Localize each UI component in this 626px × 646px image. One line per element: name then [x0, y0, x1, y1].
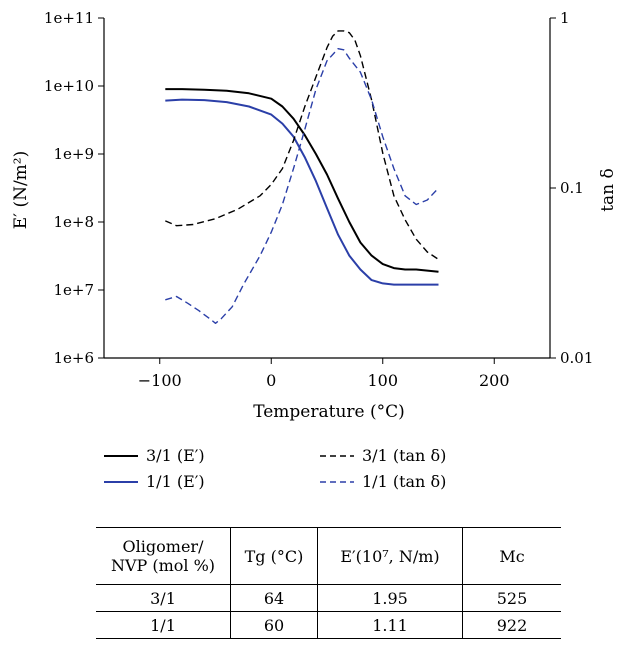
- header-tg: Tg (°C): [230, 527, 318, 585]
- right-tick-label: 0.1: [560, 179, 584, 197]
- x-tick-label: 100: [367, 371, 398, 390]
- header-mc: Mc: [462, 527, 561, 585]
- header-line: Oligomer/: [122, 537, 204, 556]
- legend-label: 1/1 (tan δ): [362, 472, 447, 491]
- cell-tg: 64: [230, 584, 318, 612]
- series-line-4: [165, 48, 440, 324]
- table-row: 3/1 64 1.95 525: [96, 584, 561, 612]
- header-oligomer-nvp: Oligomer/ NVP (mol %): [96, 527, 231, 585]
- left-tick-label: 1e+8: [53, 213, 94, 231]
- x-tick-label: −100: [138, 371, 182, 390]
- left-axis-label: E′ (N/m²): [11, 151, 31, 229]
- legend-item-3-1-tan: 3/1 (tan δ): [320, 446, 446, 465]
- right-axis-ticks: 0.01 0.1 1: [550, 9, 593, 367]
- left-tick-label: 1e+7: [53, 281, 94, 299]
- properties-table: Oligomer/ NVP (mol %) Tg (°C) E′(10⁷, N/…: [96, 527, 561, 639]
- series-line-2: [165, 98, 439, 286]
- cell-e-prime: 1.95: [317, 584, 463, 612]
- cell-e-prime: 1.11: [317, 611, 463, 639]
- series-layer: [165, 30, 440, 324]
- x-tick-label: 200: [479, 371, 510, 390]
- right-axis-label: tan δ: [598, 168, 618, 212]
- legend-label: 3/1 (tan δ): [362, 446, 447, 465]
- right-tick-label: 1: [560, 9, 570, 27]
- legend-swatch: [104, 480, 138, 483]
- left-tick-label: 1e+9: [53, 145, 94, 163]
- header-line: NVP (mol %): [110, 556, 216, 575]
- cell-ratio: 3/1: [96, 584, 231, 612]
- series-line-1: [165, 88, 439, 273]
- cell-tg: 60: [230, 611, 318, 639]
- left-tick-label: 1e+6: [53, 349, 94, 367]
- legend-item-1-1-e: 1/1 (E′): [104, 472, 205, 491]
- legend-swatch: [320, 454, 354, 457]
- series-line-3: [165, 30, 439, 260]
- legend-item-1-1-tan: 1/1 (tan δ): [320, 472, 446, 491]
- legend-label: 1/1 (E′): [146, 472, 205, 491]
- left-tick-label: 1e+11: [44, 9, 94, 27]
- cell-mc: 525: [462, 584, 561, 612]
- legend-item-3-1-e: 3/1 (E′): [104, 446, 205, 465]
- left-axis-ticks: 1e+6 1e+7 1e+8 1e+9 1e+10 1e+11: [44, 9, 104, 367]
- x-axis-label: Temperature (°C): [253, 402, 405, 422]
- cell-ratio: 1/1: [96, 611, 231, 639]
- table-header-row: Oligomer/ NVP (mol %) Tg (°C) E′(10⁷, N/…: [96, 527, 561, 585]
- table-row: 1/1 60 1.11 922: [96, 611, 561, 639]
- dma-chart: −100 0 100 200 1e+6 1e+7 1e+8 1e+9 1e+10 1e+11 0…: [11, 9, 618, 422]
- legend-label: 3/1 (E′): [146, 446, 205, 465]
- right-tick-label: 0.01: [560, 349, 593, 367]
- legend-swatch: [104, 454, 138, 457]
- cell-mc: 922: [462, 611, 561, 639]
- plot-frame: [103, 18, 551, 359]
- x-tick-label: 0: [266, 371, 276, 390]
- legend-swatch: [320, 480, 354, 483]
- x-axis-ticks: −100 0 100 200: [138, 358, 510, 390]
- header-e-prime: E′(10⁷, N/m): [317, 527, 463, 585]
- left-tick-label: 1e+10: [44, 77, 94, 95]
